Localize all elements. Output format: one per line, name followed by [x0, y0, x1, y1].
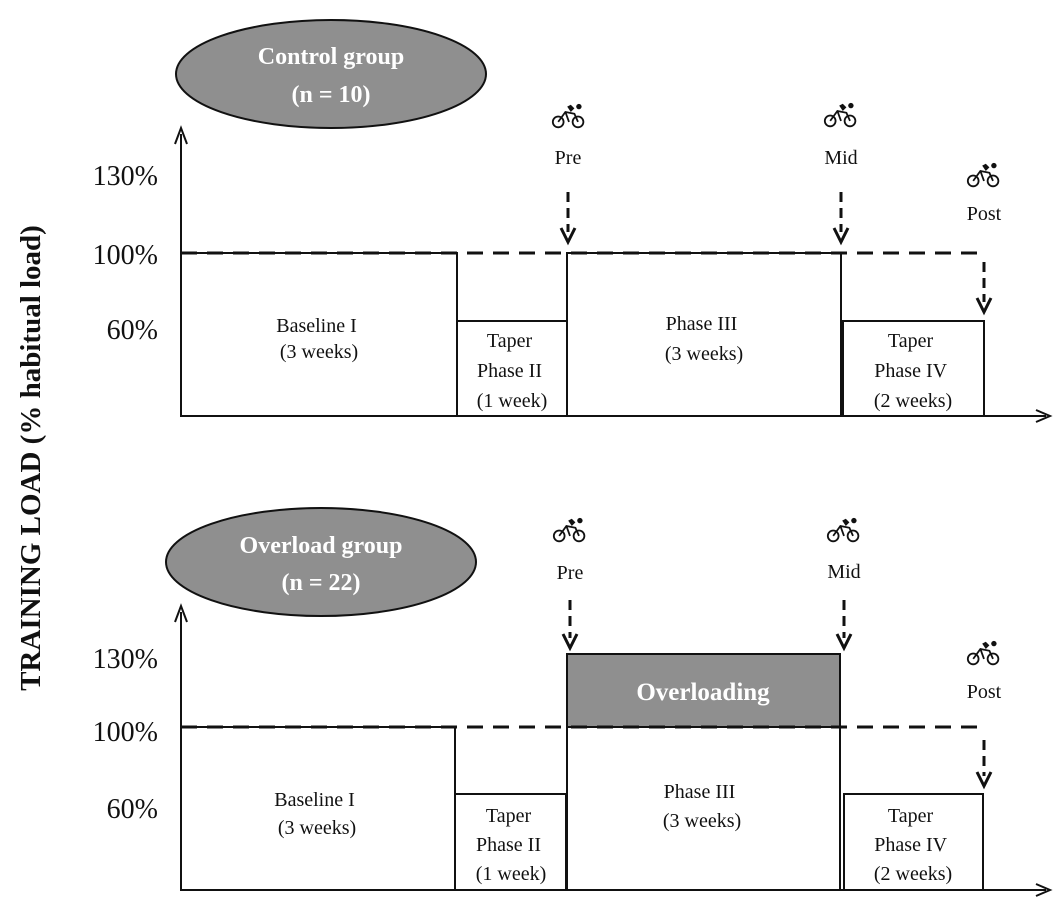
arrowhead-pre-2 [561, 633, 579, 652]
phase-label-taper2-1: Taper Phase II (1 week) [477, 330, 548, 412]
tick-100-2: 100% [93, 717, 158, 748]
phase-box-baseline-1 [180, 252, 458, 417]
tick-60-1: 60% [107, 315, 158, 346]
overload-group-label: Overload group [240, 533, 403, 559]
phase-label-phase3-2: Phase III (3 weeks) [663, 781, 741, 832]
test-label-mid-1: Mid [824, 147, 857, 169]
test-label-pre-2: Pre [557, 562, 584, 584]
test-label-post-1: Post [967, 203, 1002, 225]
phase-box-taper2-1 [456, 320, 568, 417]
y-axis-arrow-2 [174, 603, 188, 623]
cyclist-icon-mid-2 [826, 517, 860, 543]
cyclist-icon-pre-1 [551, 103, 585, 129]
panel-overload: Overload group (n = 22) 130% 100% 60% Ov… [93, 507, 1053, 897]
phase-label-phase3-1: Phase III (3 weeks) [665, 313, 743, 365]
tick-60-2: 60% [107, 794, 158, 825]
control-group-ellipse [175, 19, 487, 129]
overload-group-ellipse [165, 507, 477, 617]
test-label-mid-2: Mid [827, 561, 860, 583]
phase-box-baseline-2 [180, 726, 456, 891]
phase-label-baseline-1: Baseline I (3 weeks) [276, 315, 362, 363]
arrowhead-post-2 [975, 771, 993, 790]
tick-130-1: 130% [93, 161, 158, 192]
overload-group-n: (n = 22) [281, 570, 360, 596]
cyclist-icon-post-2 [966, 640, 1000, 666]
arrowhead-pre-1 [559, 227, 577, 246]
phase-label-taper2-2: Taper Phase II (1 week) [476, 805, 547, 885]
arrowhead-mid-2 [835, 633, 853, 652]
phase-label-baseline-2: Baseline I (3 weeks) [274, 789, 360, 839]
cyclist-icon-mid-1 [823, 102, 857, 128]
phase-box-taper4-1 [842, 320, 985, 417]
y-axis-title: TRAINING LOAD (% habitual load) [15, 225, 47, 691]
test-label-pre-1: Pre [555, 147, 582, 169]
phase-box-taper4-2 [843, 793, 984, 891]
control-group-label: Control group [258, 44, 404, 70]
x-axis-arrow-1 [1035, 409, 1053, 423]
control-group-n: (n = 10) [291, 82, 370, 108]
cyclist-icon-post-1 [966, 162, 1000, 188]
tick-100-1: 100% [93, 240, 158, 271]
arrowhead-post-1 [975, 297, 993, 316]
phase-label-taper4-2: Taper Phase IV (2 weeks) [874, 805, 952, 885]
overload-label: Overloading [636, 679, 770, 706]
phase-label-taper4-1: Taper Phase IV (2 weeks) [874, 330, 952, 412]
x-axis-arrow-2 [1035, 883, 1053, 897]
cyclist-icon-pre-2 [552, 517, 586, 543]
phase-box-taper2-2 [454, 793, 567, 891]
y-axis-arrow-1 [174, 125, 188, 145]
phase-box-phase3-1 [566, 252, 842, 417]
overload-box [566, 653, 841, 728]
tick-130-2: 130% [93, 644, 158, 675]
panel-control: Control group (n = 10) 130% 100% 60% Bas… [93, 19, 1053, 423]
arrowhead-mid-1 [832, 227, 850, 246]
phase-box-phase3-2 [566, 726, 841, 891]
test-label-post-2: Post [967, 681, 1002, 703]
